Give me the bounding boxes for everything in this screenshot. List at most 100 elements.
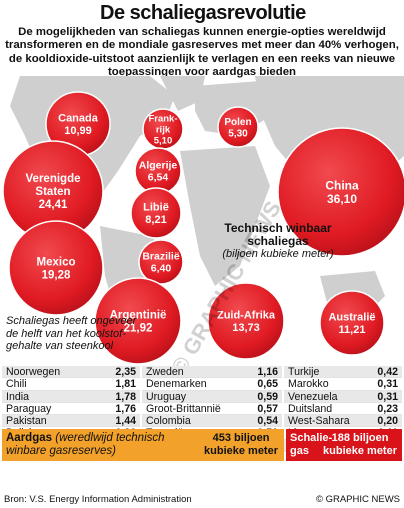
source-text: Bron: V.S. Energy Information Administra…: [4, 494, 192, 505]
bubble-circle: [207, 282, 285, 360]
table-row: Chili 1,81: [2, 378, 140, 391]
bubble-name: Brazilië: [142, 251, 180, 263]
table-row: Turkije 0,42: [284, 366, 402, 379]
table-row: Pakistan 1,44: [2, 415, 140, 428]
table-country: Marokko: [288, 378, 329, 391]
table-row: Duitsland 0,23: [284, 402, 402, 416]
bubble-value: 21,92: [124, 323, 153, 335]
africa-shape: [180, 146, 270, 286]
schaliegas-label: Schalie- gas: [290, 432, 333, 458]
table-value: 0,65: [257, 378, 278, 391]
table-country: Uruguay: [146, 390, 187, 403]
table-value: 1,44: [115, 415, 136, 428]
bubble-name: Mexico: [37, 257, 76, 269]
table-row: India 1,78: [2, 390, 140, 403]
table-country: Chili: [6, 378, 27, 391]
bubble-value: 24,41: [39, 199, 68, 211]
table-country: Groot-Brittannië: [146, 402, 221, 415]
table-country: Paraguay: [6, 402, 52, 415]
table-row: Noorwegen 2,35: [2, 366, 140, 379]
table-country: West-Sahara: [288, 415, 350, 428]
aardgas-value-1: 453 biljoen: [212, 432, 270, 444]
table-country: Colombia: [146, 415, 191, 428]
table-country: Noorwegen: [6, 366, 61, 378]
table-row: Uruguay 0,59: [142, 390, 282, 403]
bubble-circle: [94, 277, 182, 365]
bubble-name: Canada: [58, 113, 99, 125]
bubble-name: rijk: [156, 124, 171, 135]
carbon-note: Schaliegas heeft ongeveer de helft van h…: [6, 315, 137, 353]
bubble-value: 10,99: [64, 125, 92, 137]
greenland-shape: [160, 76, 205, 111]
bubble-circle: [217, 106, 259, 148]
bubble-value: 6,40: [151, 263, 172, 275]
bubble-name: Staten: [35, 186, 70, 198]
bubble-value: 13,73: [232, 322, 260, 334]
table-value: 0,20: [377, 415, 398, 428]
bubble-circle: [319, 290, 385, 356]
legend: Technisch winbaar schaliegas (biljoen ku…: [218, 222, 338, 261]
bubble-name: Argentinië: [110, 310, 167, 322]
aardgas-sub: (weredlwijd technisch winbare gasreserve…: [6, 432, 165, 457]
bubble-value: 19,28: [42, 270, 71, 282]
table-value: 1,16: [257, 366, 278, 378]
aardgas-value: 453 biljoen kubieke meter: [204, 432, 278, 458]
table-value: 0,31: [377, 378, 398, 391]
bubble-name: Verenigde: [26, 173, 81, 185]
table-row: Denemarken 0,65: [142, 378, 282, 391]
bubble-value: 11,21: [339, 324, 366, 336]
table-country: Duitsland: [288, 402, 333, 415]
table-country: India: [6, 390, 29, 403]
bubble-value: 5,30: [228, 128, 248, 139]
table-row: Paraguay 1,76: [2, 402, 140, 416]
bubble-name: China: [325, 178, 359, 192]
table-value: 0,31: [377, 390, 398, 403]
bubble-name: Australië: [328, 312, 375, 324]
bubble-circle: [277, 127, 404, 257]
table-row: Colombia 0,54: [142, 415, 282, 428]
table-country: Denemarken: [146, 378, 207, 391]
schaliegas-label-1: Schalie-: [290, 432, 333, 444]
bubble-name: Polen: [224, 117, 251, 128]
table-row: Marokko 0,31: [284, 378, 402, 391]
copyright-text: © GRAPHIC NEWS: [315, 494, 400, 505]
bubble-value: 5,10: [154, 135, 173, 146]
table-value: 0,54: [257, 415, 278, 428]
reserves-table: Noorwegen 2,35 Chili 1,81 India 1,78 Paraguay 1…: [2, 366, 402, 453]
bubble-value: 6,54: [148, 172, 169, 184]
table-value: 1,76: [115, 402, 136, 415]
table-value: 1,78: [115, 390, 136, 403]
schaliegas-value-1: 188 biljoen: [331, 432, 389, 444]
bubble-name: Frank-: [148, 113, 177, 124]
table-value: 2,35: [115, 366, 136, 378]
bubble-name: Libië: [143, 202, 169, 214]
bubble-circle: [8, 220, 104, 316]
schaliegas-value: 188 biljoen kubieke meter: [323, 432, 397, 458]
aardgas-value-2: kubieke meter: [204, 445, 278, 457]
table-country: Pakistan: [6, 415, 47, 428]
table-value: 0,42: [377, 366, 398, 378]
bubble-value: 36,10: [327, 192, 357, 206]
table-value: 0,23: [377, 402, 398, 415]
table-row: Zweden 1,16: [142, 366, 282, 379]
aardgas-label: Aardgas: [6, 432, 53, 444]
schaliegas-value-2: kubieke meter: [323, 445, 397, 457]
table-row: West-Sahara 0,20: [284, 415, 402, 428]
legend-unit: (biljoen kubieke meter): [222, 248, 334, 260]
table-country: Zweden: [146, 366, 184, 378]
aardgas-bar: Aardgas (weredlwijd technisch winbare ga…: [2, 429, 284, 461]
page-title: De schaliegasrevolutie: [100, 2, 306, 24]
